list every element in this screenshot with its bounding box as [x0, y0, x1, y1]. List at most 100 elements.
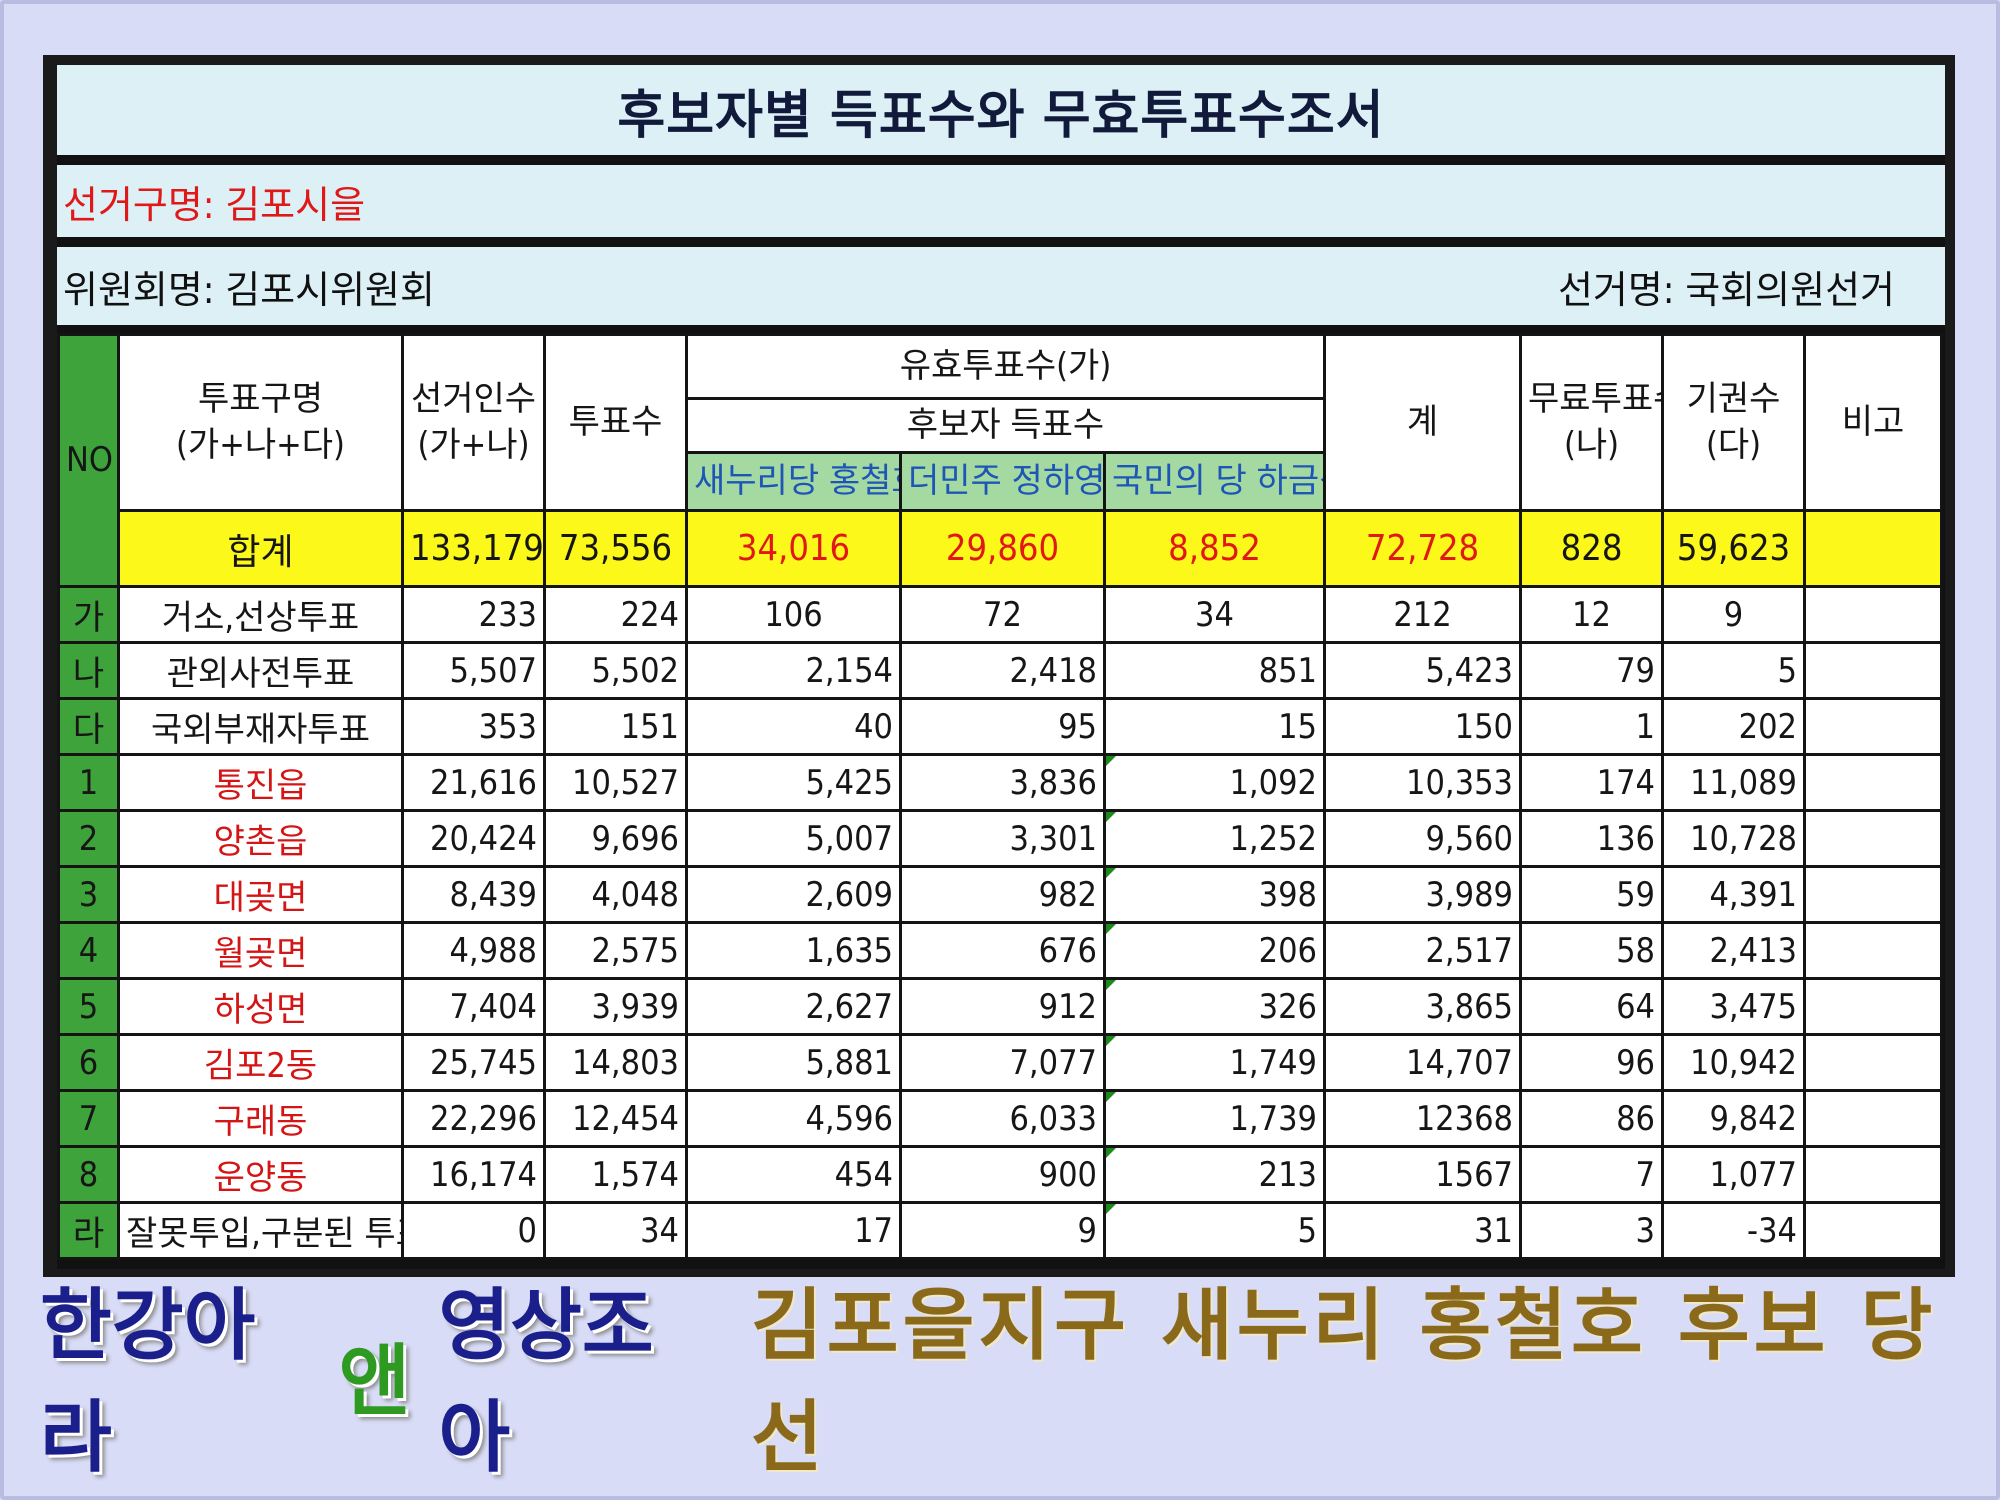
- row-abstain: 202: [1661, 697, 1807, 756]
- table-row: 1 통진읍 21,616 10,527 5,425 3,836 1,092 10,353 174…: [57, 753, 1944, 812]
- committee-name: 위원회명: 김포시위원회: [63, 267, 435, 312]
- row-candidate-1: 454: [685, 1145, 902, 1204]
- table-row: 7 구래동 22,296 12,454 4,596 6,033 1,739 12368 86 9,…: [57, 1089, 1944, 1148]
- row-invalid: 3: [1519, 1201, 1665, 1260]
- row-sum: 3,989: [1323, 865, 1523, 924]
- table-row: 8 운양동 16,174 1,574 454 900 213 1567 7 1,077: [57, 1145, 1944, 1204]
- total-abstain: 59,623: [1661, 509, 1807, 588]
- header-sum: 계: [1323, 333, 1523, 512]
- total-label: 합계: [117, 509, 404, 588]
- row-invalid: 64: [1519, 977, 1665, 1036]
- row-no: 4: [57, 921, 120, 980]
- header-voting-type-sub: (가+나+다): [176, 424, 345, 465]
- row-abstain: 1,077: [1661, 1145, 1807, 1204]
- row-note: [1803, 865, 1944, 924]
- row-votes: 34: [543, 1201, 688, 1260]
- total-candidate-1: 34,016: [685, 509, 902, 588]
- row-candidate-1: 2,609: [685, 865, 902, 924]
- row-votes: 1,574: [543, 1145, 688, 1204]
- row-candidate-2: 7,077: [899, 1033, 1106, 1092]
- row-votes: 9,696: [543, 809, 688, 868]
- row-no: 6: [57, 1033, 120, 1092]
- row-candidate-3: 326: [1102, 977, 1327, 1036]
- row-candidate-2: 9: [899, 1201, 1106, 1260]
- row-electors: 21,616: [401, 753, 546, 812]
- row-sum: 31: [1323, 1201, 1523, 1260]
- row-no: 2: [57, 809, 120, 868]
- row-invalid: 174: [1519, 753, 1665, 812]
- table-row: 가 거소,선상투표 233 224 106 72 34 212 12 9: [57, 585, 1944, 644]
- row-sum: 150: [1323, 697, 1523, 756]
- banner-part-4: 김포을지구 새누리 홍철호 후보 당선: [751, 1281, 1937, 1483]
- row-electors: 25,745: [401, 1033, 546, 1092]
- row-sum: 10,353: [1323, 753, 1523, 812]
- row-candidate-2: 900: [899, 1145, 1106, 1204]
- row-electors: 5,507: [401, 641, 546, 700]
- banner-part-3: 영상조아: [438, 1281, 654, 1483]
- row-candidate-1: 17: [685, 1201, 902, 1260]
- header-voting-type-label: 투표구명: [197, 378, 324, 419]
- row-note: [1803, 697, 1944, 756]
- table-row: 2 양촌읍 20,424 9,696 5,007 3,301 1,252 9,560 136 10…: [57, 809, 1944, 868]
- header-votes: 투표수: [543, 333, 688, 512]
- tally-sheet-inner: 후보자별 득표수와 무효투표수조서 선거구명: 김포시을 위원회명: 김포시위원…: [57, 65, 1945, 1269]
- row-invalid: 7: [1519, 1145, 1665, 1204]
- row-note: [1803, 977, 1944, 1036]
- row-candidate-3: 1,092: [1102, 753, 1327, 812]
- row-name: 운양동: [117, 1145, 404, 1204]
- total-row: 합계 133,179 73,556 34,016 29,860 8,852 72…: [59, 509, 1944, 588]
- row-candidate-1: 2,627: [685, 977, 902, 1036]
- tally-sheet: 후보자별 득표수와 무효투표수조서 선거구명: 김포시을 위원회명: 김포시위원…: [43, 55, 1955, 1277]
- header-abstain-label: 기권수: [1686, 378, 1781, 419]
- row-sum: 12368: [1323, 1089, 1523, 1148]
- row-note: [1803, 753, 1944, 812]
- row-invalid: 86: [1519, 1089, 1665, 1148]
- row-votes: 10,527: [543, 753, 688, 812]
- row-abstain: -34: [1661, 1201, 1807, 1260]
- header-abstain: 기권수 (다): [1661, 333, 1807, 512]
- row-electors: 7,404: [401, 977, 546, 1036]
- total-candidate-3: 8,852: [1102, 509, 1327, 588]
- table-row: 4 월곶면 4,988 2,575 1,635 676 206 2,517 58 2,413: [57, 921, 1944, 980]
- row-votes: 12,454: [543, 1089, 688, 1148]
- row-sum: 2,517: [1323, 921, 1523, 980]
- header-candidate-2: 더민주 정하영: [899, 451, 1106, 512]
- row-candidate-1: 40: [685, 697, 902, 756]
- total-note: [1803, 509, 1944, 588]
- header-no: NO: [57, 333, 120, 588]
- row-abstain: 2,413: [1661, 921, 1807, 980]
- row-candidate-1: 1,635: [685, 921, 902, 980]
- header-candidate-1: 새누리당 홍철호: [685, 451, 902, 512]
- total-invalid: 828: [1519, 509, 1665, 588]
- row-candidate-1: 4,596: [685, 1089, 902, 1148]
- row-invalid: 96: [1519, 1033, 1665, 1092]
- row-candidate-2: 676: [899, 921, 1106, 980]
- row-electors: 8,439: [401, 865, 546, 924]
- sheet-title: 후보자별 득표수와 무효투표수조서: [57, 65, 1945, 155]
- row-candidate-2: 2,418: [899, 641, 1106, 700]
- banner-part-1: 한강아라: [40, 1281, 256, 1483]
- row-name: 잘못투입,구분된 투표자: [117, 1201, 404, 1260]
- header-voting-type: 투표구명 (가+나+다): [117, 333, 404, 512]
- row-sum: 3,865: [1323, 977, 1523, 1036]
- row-candidate-3: 213: [1102, 1145, 1327, 1204]
- header-note: 비고: [1803, 333, 1944, 512]
- row-candidate-2: 3,836: [899, 753, 1106, 812]
- header-abstain-sub: (다): [1705, 424, 1762, 465]
- header-invalid-label: 무료투표수: [1528, 378, 1660, 419]
- row-abstain: 3,475: [1661, 977, 1807, 1036]
- row-abstain: 10,728: [1661, 809, 1807, 868]
- header-candidate-votes: 후보자 득표수: [684, 397, 1327, 454]
- row-candidate-3: 5: [1102, 1201, 1327, 1260]
- row-candidate-2: 95: [899, 697, 1106, 756]
- row-abstain: 9,842: [1661, 1089, 1807, 1148]
- row-candidate-3: 206: [1102, 921, 1327, 980]
- vote-table: NO 투표구명 (가+나+다) 선거인수 (가+나) 투표수 유효투표수(가) 계 …: [57, 333, 1944, 1260]
- row-name: 거소,선상투표: [117, 585, 404, 644]
- row-note: [1803, 809, 1944, 868]
- header-electors-label: 선거인수: [410, 378, 537, 419]
- row-candidate-2: 3,301: [899, 809, 1106, 868]
- row-no: 다: [57, 697, 120, 756]
